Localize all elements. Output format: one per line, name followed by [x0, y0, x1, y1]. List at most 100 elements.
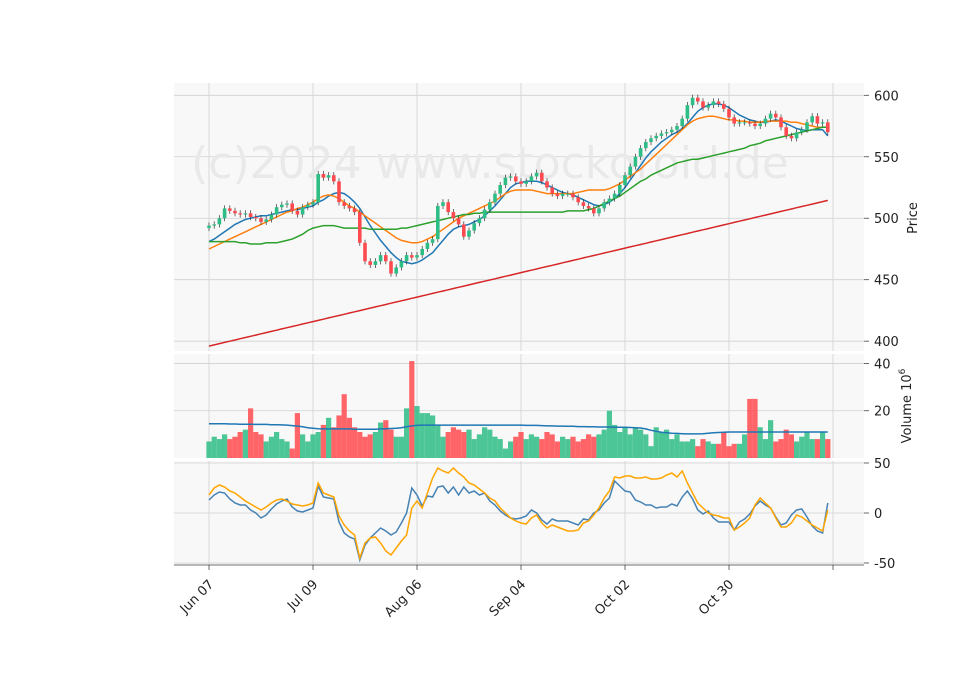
x-axis-ticks: Jun 07 Jul 09 Aug 06 Sep 04 Oct 02 Oct 30 — [177, 565, 834, 620]
volume-bar — [591, 436, 597, 458]
oscillator-y-ticks: -50 0 50 — [864, 457, 895, 572]
candle-body — [316, 173, 320, 203]
candle-body — [623, 175, 627, 186]
watermark: (c)2024 www.stockoroid.de — [191, 138, 789, 189]
x-tick-label: Oct 02 — [592, 577, 633, 618]
candle-body — [222, 208, 227, 219]
candle-body — [389, 261, 393, 274]
volume-bar — [814, 439, 820, 458]
volume-bar — [658, 432, 664, 458]
candle-body — [779, 117, 783, 128]
volume-bar — [508, 441, 514, 458]
candle-body — [451, 212, 456, 219]
x-tick-label: Aug 06 — [382, 577, 425, 620]
candle-body — [524, 181, 528, 184]
candlesticks — [207, 94, 830, 277]
volume-bar — [414, 406, 420, 458]
volume-bar — [326, 417, 332, 458]
volume-bar — [372, 432, 378, 458]
candle-body — [784, 127, 788, 136]
volume-bar — [622, 427, 628, 458]
candle-body — [430, 239, 435, 243]
volume-bar — [222, 434, 228, 458]
volume-bar — [554, 441, 560, 458]
volume-bar — [580, 439, 586, 458]
volume-bar — [539, 439, 545, 458]
volume-bar — [237, 432, 243, 458]
candle-body — [243, 213, 248, 215]
candle-body — [685, 105, 690, 119]
volume-bar — [362, 436, 368, 458]
volume-bar — [794, 441, 800, 458]
volume-bar — [560, 436, 566, 458]
candle-body — [550, 187, 554, 194]
candle-body — [384, 255, 388, 262]
volume-bar — [513, 436, 519, 458]
y-tick-label: 600 — [874, 89, 899, 104]
price-panel: (c)2024 www.stockoroid.de 400 450 500 550 60… — [174, 83, 921, 351]
volume-bar — [783, 429, 789, 458]
osc_b-line — [208, 466, 829, 561]
volume-bar — [601, 429, 607, 458]
volume-bar — [320, 424, 326, 458]
candle-body — [716, 101, 721, 104]
volume-bar — [710, 443, 716, 458]
volume-bar — [518, 432, 524, 458]
candle-body — [264, 219, 268, 222]
volume-bar — [596, 434, 602, 458]
candle-body — [352, 208, 357, 213]
candle-body — [326, 175, 331, 178]
y-tick-label: -50 — [874, 557, 895, 572]
candle-body — [618, 185, 622, 194]
volume-bar — [305, 441, 311, 458]
candle-body — [259, 218, 263, 222]
volume-bar — [435, 424, 441, 458]
volume-bar — [211, 436, 217, 458]
candle-body — [768, 113, 773, 119]
volume-bar — [476, 434, 482, 458]
volume-bar — [445, 432, 451, 458]
y-tick-label: 550 — [874, 151, 899, 166]
y-tick-label: 40 — [874, 357, 891, 372]
candle-body — [649, 138, 653, 143]
candle-body — [607, 198, 612, 203]
candle-body — [638, 148, 643, 157]
volume-bar — [227, 439, 233, 458]
candle-body — [727, 108, 731, 118]
candle-body — [664, 132, 669, 134]
volume-bar — [450, 427, 456, 458]
candle-body — [332, 175, 336, 182]
volume-bar — [466, 429, 472, 458]
volume-bar — [700, 439, 706, 458]
volume-bar — [684, 441, 690, 458]
volume-bar — [232, 436, 238, 458]
volume-average-line — [209, 422, 828, 435]
candle-body — [826, 122, 830, 133]
candle-body — [602, 202, 606, 209]
candle-body — [815, 116, 820, 124]
volume-bar — [825, 439, 831, 458]
volume-bar — [378, 422, 384, 458]
candle-body — [410, 255, 414, 258]
candle-body — [597, 208, 601, 214]
candle-body — [508, 176, 513, 178]
candle-body — [529, 176, 534, 182]
candle-body — [545, 181, 549, 188]
volume-bar — [253, 432, 259, 458]
volume-bar — [424, 413, 430, 458]
volume-bar — [690, 439, 696, 458]
y-tick-label: 50 — [874, 457, 891, 472]
candle-body — [462, 224, 466, 237]
volume-bar — [575, 441, 581, 458]
volume-bar — [487, 429, 493, 458]
volume-bar — [409, 361, 415, 458]
volume-bar — [497, 439, 503, 458]
candle-body — [644, 142, 648, 149]
volume-bar — [294, 413, 300, 458]
volume-bar — [674, 434, 680, 458]
volume-bar — [638, 429, 644, 458]
volume-bar — [586, 434, 592, 458]
volume-bar — [799, 436, 805, 458]
candle-body — [659, 133, 664, 136]
volume-bar — [565, 439, 571, 458]
